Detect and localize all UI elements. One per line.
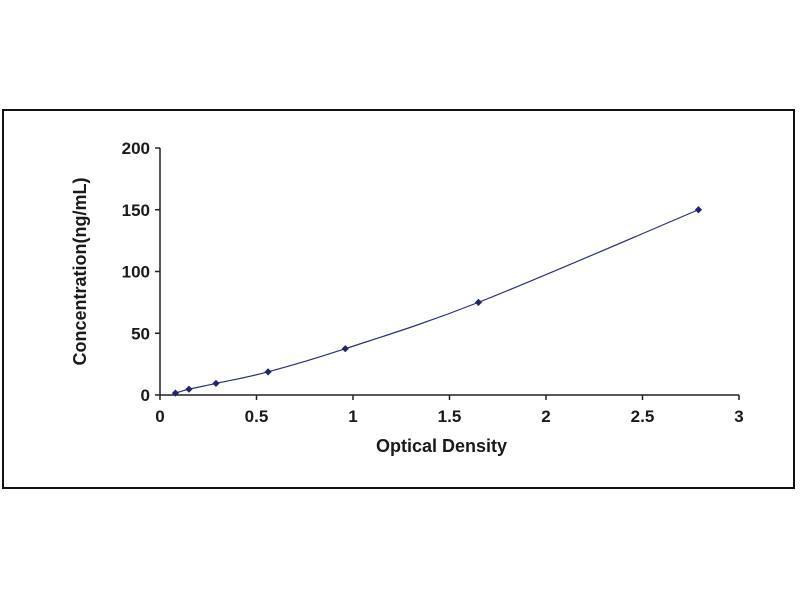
data-point: [694, 206, 703, 214]
x-tick-label: 1.5: [438, 407, 462, 426]
y-tick-label: 50: [131, 324, 150, 343]
data-point: [171, 389, 180, 397]
x-tick-label: 0: [155, 407, 164, 426]
axes: [159, 148, 739, 396]
x-tick-label: 2.5: [631, 407, 655, 426]
trend-curve: [175, 209, 699, 394]
data-point: [341, 345, 349, 353]
x-axis-title: Optical Density: [376, 436, 507, 456]
data-point: [212, 379, 220, 388]
ticks: 0 50 100 150 200 0 0.5 1 1.5 2 2.5 3: [122, 139, 744, 426]
data-point: [185, 385, 193, 393]
y-tick-label: 150: [122, 201, 150, 220]
chart-canvas: 0 50 100 150 200 0 0.5 1 1.5 2 2.5 3 Optical Densit…: [70, 139, 744, 456]
x-tick-label: 3: [734, 407, 743, 426]
x-tick-label: 2: [541, 407, 550, 426]
data-point: [474, 298, 483, 306]
data-point: [264, 368, 272, 376]
data-points: [171, 206, 703, 397]
x-tick-label: 0.5: [245, 407, 269, 426]
y-tick-label: 0: [141, 386, 150, 405]
y-tick-label: 200: [122, 139, 150, 158]
chart-frame: 0 50 100 150 200 0 0.5 1 1.5 2 2.5 3 Optical Densit…: [2, 109, 795, 489]
y-tick-label: 100: [122, 263, 150, 282]
x-tick-label: 1: [348, 407, 357, 426]
y-axis-title: Concentration(ng/mL): [70, 178, 90, 366]
trend-curve-group: [175, 209, 699, 394]
